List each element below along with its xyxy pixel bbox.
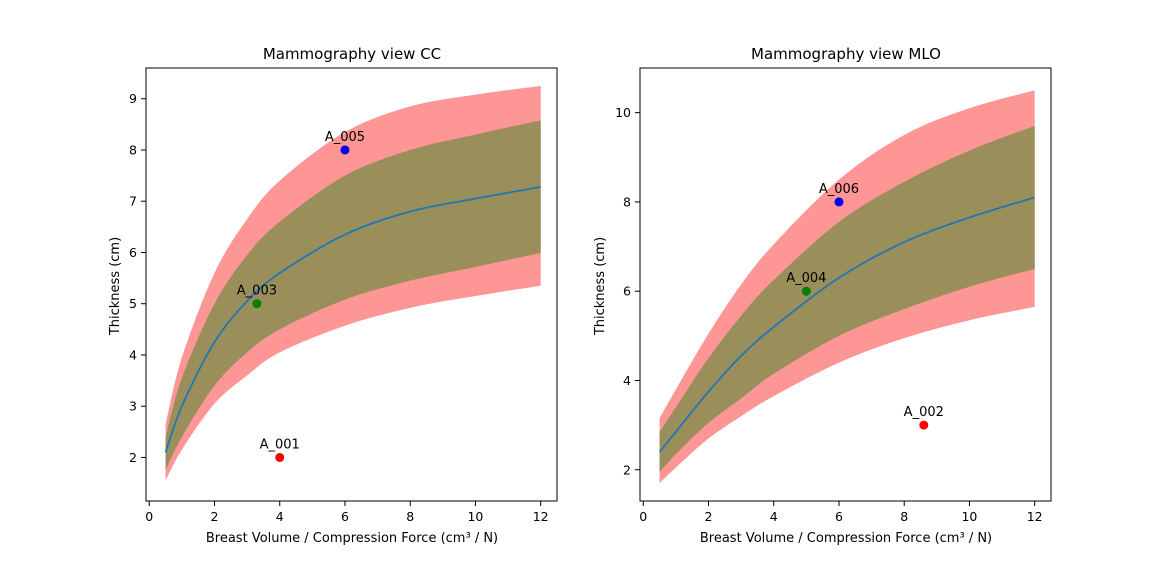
x-tick-label: 12	[1027, 509, 1043, 524]
point-label: A_006	[819, 182, 859, 197]
chart-panel-cc: Mammography view CC Breast Volume / Comp…	[108, 45, 558, 546]
x-tick-label: 10	[467, 509, 483, 524]
y-tick-label: 8	[623, 194, 631, 209]
x-tick-label: 10	[961, 509, 977, 524]
plot-area: A_002 A_004 A_006	[658, 90, 1035, 484]
point-label: A_002	[904, 405, 944, 420]
x-tick-label: 8	[900, 509, 908, 524]
x-tick-label: 0	[639, 509, 647, 524]
inner-confidence-band	[165, 120, 541, 471]
axes-frame	[145, 67, 558, 502]
plot-area: A_001 A_003 A_005	[164, 85, 541, 481]
x-tick-label: 12	[533, 509, 549, 524]
y-tick-label: 6	[623, 284, 631, 299]
data-point-a-004	[801, 286, 811, 296]
data-point-a-002	[919, 420, 929, 430]
x-tick-label: 0	[145, 509, 153, 524]
y-axis-label: Thickness (cm)	[108, 237, 123, 336]
x-tick-label: 2	[705, 509, 713, 524]
data-point-a-003	[252, 299, 262, 309]
chart-panel-mlo: Mammography view MLO Breast Volume / Com…	[593, 45, 1052, 546]
point-label: A_001	[260, 437, 300, 452]
x-tick-label: 4	[770, 509, 778, 524]
point-label: A_003	[237, 284, 277, 299]
x-tick-label: 6	[341, 509, 349, 524]
x-axis-label: Breast Volume / Compression Force (cm³ /…	[700, 531, 992, 546]
x-tick-label: 8	[406, 509, 414, 524]
data-point-a-001	[275, 452, 285, 462]
y-tick-label: 10	[615, 105, 631, 120]
y-axis-label: Thickness (cm)	[593, 237, 608, 336]
axes-frame	[639, 67, 1052, 502]
inner-confidence-band	[659, 126, 1035, 472]
chart-title: Mammography view CC	[263, 45, 441, 63]
y-tick-label: 6	[129, 245, 137, 260]
y-tick-label: 2	[129, 450, 137, 465]
fit-line	[164, 185, 541, 453]
point-label: A_005	[325, 130, 365, 145]
y-tick-label: 8	[129, 142, 137, 157]
x-tick-label: 2	[211, 509, 219, 524]
y-tick-label: 3	[129, 399, 137, 414]
fit-line	[658, 196, 1035, 453]
x-tick-label: 4	[276, 509, 284, 524]
data-point-a-006	[834, 197, 844, 207]
point-label: A_004	[786, 271, 826, 286]
data-point-a-005	[340, 145, 350, 155]
y-tick-label: 5	[129, 296, 137, 311]
x-axis-label: Breast Volume / Compression Force (cm³ /…	[206, 531, 498, 546]
chart-title: Mammography view MLO	[751, 45, 941, 63]
y-tick-label: 2	[623, 462, 631, 477]
y-tick-label: 4	[129, 347, 137, 362]
y-tick-label: 9	[129, 91, 137, 106]
y-tick-label: 4	[623, 373, 631, 388]
y-tick-label: 7	[129, 194, 137, 209]
x-tick-label: 6	[835, 509, 843, 524]
